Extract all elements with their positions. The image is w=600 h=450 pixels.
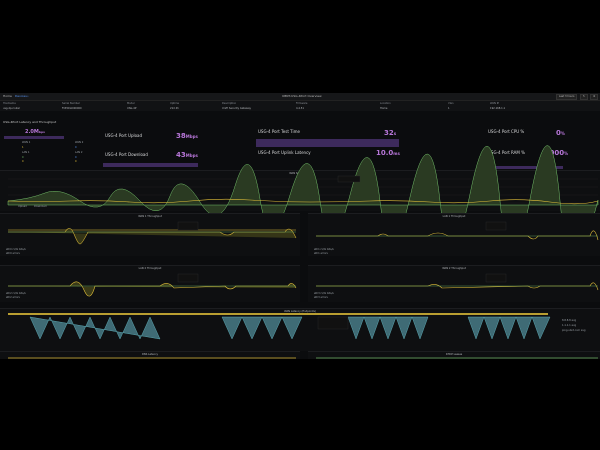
info-header: Hostname (3, 102, 16, 105)
traffic-panel: LAN 1 Throughput eth1 rx/tx bits/s eth1 … (308, 213, 600, 256)
info-header: Location (380, 102, 391, 105)
status-item-value: 0 (75, 156, 77, 159)
cpu-label: USG-4 Port CPU % (488, 129, 525, 134)
dashboard-screen: Home Devices • UBNT-USG-4Port Overview L… (0, 93, 600, 359)
upload-value: 38Mbps (176, 132, 198, 140)
status-item-value: 0 (75, 146, 77, 149)
status-bar (4, 136, 64, 139)
info-value: 4.4.51 (296, 107, 304, 110)
info-value: UniFi Security Gateway (222, 107, 251, 110)
info-header: WAN IP (490, 102, 499, 105)
traffic-panel: WAN 2 Throughput eth3 rx/tx bits/s eth3 … (308, 265, 600, 302)
info-value: 1 (448, 107, 450, 110)
info-value: Home (380, 107, 388, 110)
traffic-chart (316, 221, 599, 241)
traffic-chart (8, 221, 297, 245)
settings-button[interactable]: ⚙ (590, 94, 599, 100)
speed-test-chart (7, 145, 599, 256)
traffic-legend: eth3 rx/tx bits/s (314, 292, 334, 295)
info-header: Vlan (448, 102, 454, 105)
chart-tooltip (337, 175, 361, 183)
test-time-bar (256, 139, 399, 147)
test-time-value: 32s (384, 129, 397, 137)
info-header: Uptime (170, 102, 180, 105)
status-item-label: WAN 2 (75, 141, 84, 144)
traffic-legend: eth2 rx/tx bits/s (6, 292, 26, 295)
traffic-panel-title: WAN 1 Throughput (138, 215, 162, 218)
latency-panel-title: WAN Latency (Endpoints) (284, 310, 316, 313)
info-value: 192.168.1.1 (490, 107, 506, 110)
cpu-value: 0% (556, 129, 565, 137)
download-label: USG-4 Port Download (105, 152, 148, 157)
status-item-value: 0 (75, 160, 77, 163)
bottom-panel: DHCP Leases (308, 351, 600, 359)
download-bar (103, 163, 198, 167)
traffic-legend: eth0 errors (6, 252, 20, 255)
test-time-label: USG-4 Port Test Time (258, 129, 300, 134)
traffic-legend: eth0 rx/tx bits/s (6, 248, 26, 251)
nav-devices[interactable]: Devices (15, 94, 27, 98)
traffic-chart (316, 273, 599, 291)
ram-label: USG-4 Port RAM % (488, 150, 525, 155)
info-value: FCECDA000000 (62, 107, 82, 110)
traffic-panel: WAN 1 Throughput eth0 rx/tx bits/s eth0 … (0, 213, 300, 256)
status-item-value: 0 (22, 156, 24, 159)
nav-home[interactable]: Home (3, 94, 12, 98)
upload-label: USG-4 Port Upload (105, 133, 143, 138)
info-header: Model (127, 102, 135, 105)
latency-legend: ping.ubnt.com avg (562, 329, 586, 332)
traffic-legend: eth2 errors (6, 296, 20, 299)
uplink-latency-label: USG-4 Port Uplink Latency (258, 150, 311, 155)
ram-value: 7.000% (542, 149, 569, 157)
status-item-value: 1 (22, 146, 24, 149)
latency-legend: 8.8.8.8 avg (562, 319, 577, 322)
time-range-picker[interactable]: Last 3 hours (556, 94, 578, 100)
bottom-panel: DNS Latency (0, 351, 300, 359)
nav-dot[interactable]: • (27, 94, 29, 98)
latency-spikes (29, 316, 551, 340)
latency-panel: WAN Latency (Endpoints) 8.8.8.8 avg 1.1.… (0, 308, 600, 351)
bottom-panel-title: DNS Latency (141, 353, 159, 356)
traffic-panel: LAN 2 Throughput eth2 rx/tx bits/s eth2 … (0, 265, 300, 302)
status-item-value: 0 (22, 160, 24, 163)
ram-bar (488, 166, 563, 169)
info-value: USG-4P (127, 107, 137, 110)
uplink-latency-value: 10.0ms (376, 149, 400, 157)
status-value: 2.0Mbps (25, 129, 45, 135)
dashboard-title: UBNT-USG-4Port Overview (282, 94, 322, 98)
traffic-legend: eth1 errors (314, 252, 328, 255)
latency-chart (8, 313, 551, 340)
speed-test-panel: WAN Speed Tests Upload Download (0, 145, 600, 256)
upload-line (7, 198, 599, 205)
download-value: 43Mbps (176, 151, 198, 159)
traffic-panel-title: LAN 1 Throughput (442, 215, 466, 218)
info-header: Serial Number (62, 102, 80, 105)
legend-download: Download (34, 205, 47, 208)
info-value: 21d 4h (170, 107, 179, 110)
traffic-legend: eth1 rx/tx bits/s (314, 248, 334, 251)
legend-upload: Upload (18, 205, 27, 208)
traffic-legend: eth3 errors (314, 296, 328, 299)
section-title: USG-4Port Latency and Throughput (3, 120, 57, 124)
info-header: Description (222, 102, 237, 105)
latency-legend: 1.1.1.1 avg (562, 324, 577, 327)
status-item-label: WAN 1 (22, 141, 31, 144)
device-info-band: Hostname Serial Number Model Uptime Desc… (0, 101, 600, 111)
traffic-chart (8, 273, 297, 297)
top-bar: Home Devices • UBNT-USG-4Port Overview L… (0, 93, 600, 101)
status-item-label: LAN 1 (22, 151, 30, 154)
refresh-button[interactable]: ↻ (580, 94, 589, 100)
status-item-label: LAN 2 (75, 151, 83, 154)
bottom-panel-title: DHCP Leases (445, 353, 463, 356)
traffic-panel-title: LAN 2 Throughput (138, 267, 162, 270)
info-value: usg-4p-router (3, 107, 21, 110)
info-header: Firmware (296, 102, 308, 105)
traffic-panel-title: WAN 2 Throughput (442, 267, 466, 270)
